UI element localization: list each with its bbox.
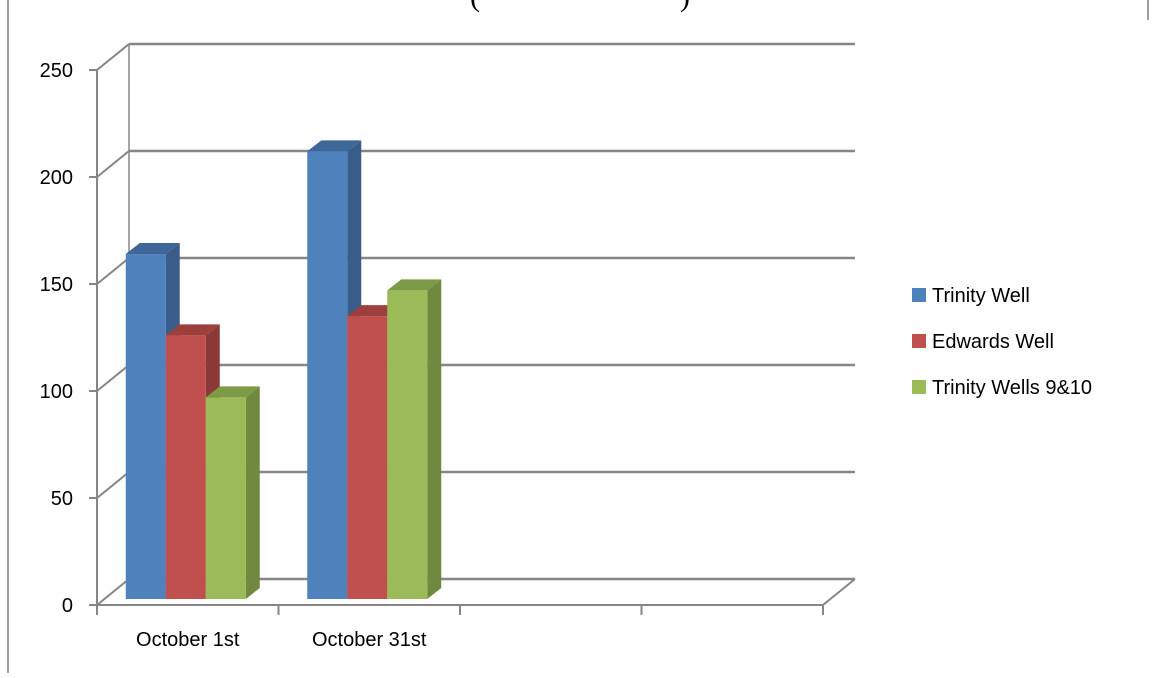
gridline-diagonal	[96, 364, 130, 392]
gridline-diagonal	[96, 150, 130, 178]
x-tick-label: October 31st	[312, 629, 427, 651]
bar	[205, 397, 246, 599]
y-tick-label: 200	[40, 167, 73, 189]
gridline-diagonal	[96, 471, 130, 499]
legend-label: Edwards Well	[932, 331, 1054, 353]
legend-swatch	[912, 288, 926, 302]
y-tick-label: 100	[40, 381, 73, 403]
bar	[307, 151, 348, 599]
floor-edge	[822, 578, 856, 606]
gridline-diagonal	[96, 43, 130, 71]
bar-top	[307, 140, 362, 152]
bar	[165, 335, 206, 599]
bar-top	[205, 386, 260, 398]
legend-label: Trinity Well	[932, 285, 1030, 307]
y-tick-label: 150	[40, 274, 73, 296]
legend-label: Trinity Wells 9&10	[932, 377, 1092, 399]
bar	[387, 290, 428, 599]
bar-top	[165, 324, 220, 336]
bar-top	[125, 243, 180, 255]
x-tick-label: October 1st	[136, 629, 240, 651]
bar-side	[427, 279, 442, 599]
legend-swatch	[912, 380, 926, 394]
legend: Trinity Well Edwards Well Trinity Wells 9&…	[912, 285, 1092, 399]
bar-side	[245, 386, 260, 599]
gridline-diagonal	[96, 257, 130, 285]
y-tick-label: 0	[62, 595, 73, 617]
y-tick-label: 50	[51, 488, 73, 510]
y-tick-label: 250	[40, 60, 73, 82]
bar	[125, 254, 166, 600]
bar	[347, 316, 388, 599]
chart-title-open: (	[470, 0, 480, 13]
axis-layer: 0 50 100 150 200 250 October 1st October 31st	[40, 60, 824, 651]
legend-swatch	[912, 334, 926, 348]
bar-top	[387, 279, 442, 291]
bars-layer	[125, 140, 442, 600]
chart-title-close: )	[680, 0, 690, 13]
gridline-diagonal	[96, 578, 130, 606]
